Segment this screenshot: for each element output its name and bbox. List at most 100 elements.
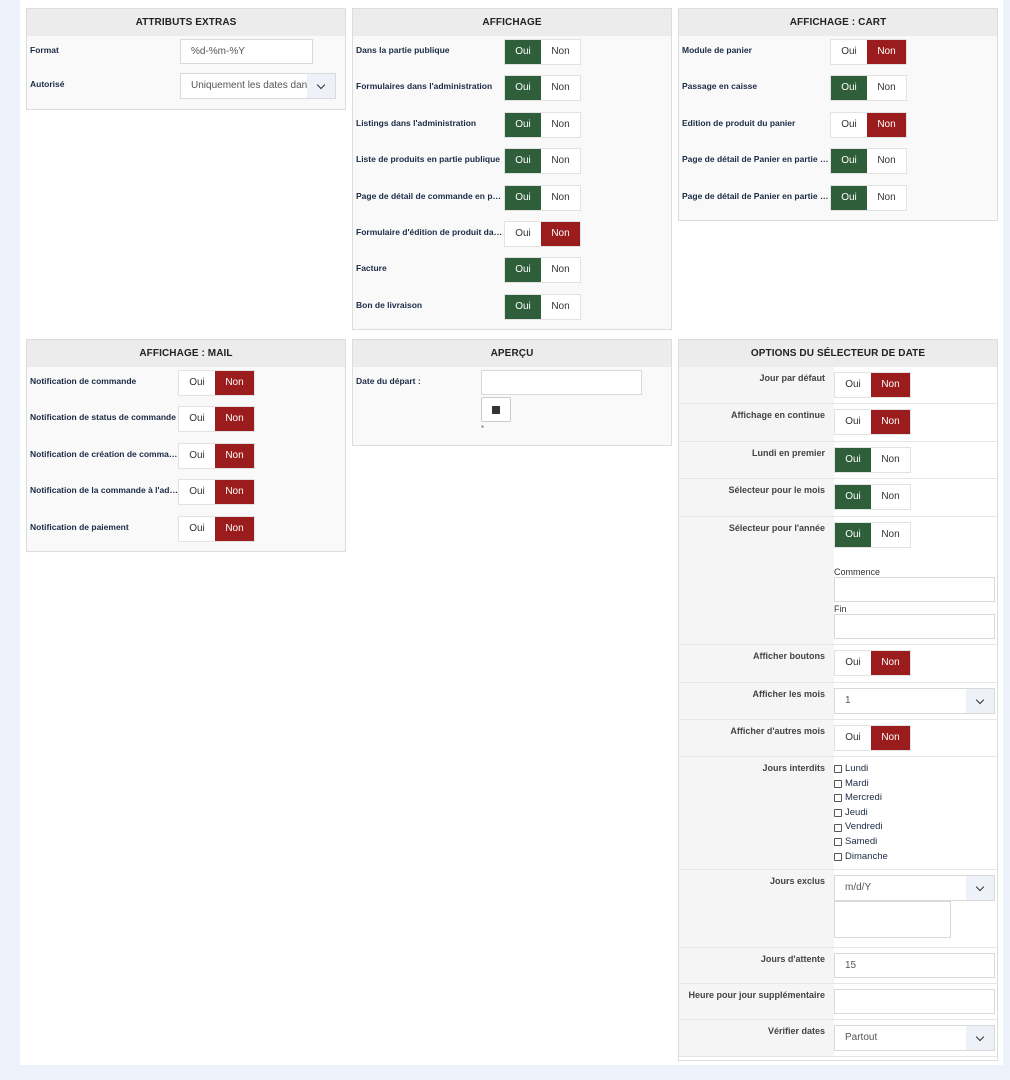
checkbox-icon[interactable]	[834, 794, 842, 803]
toggle-oui[interactable]: Oui	[831, 185, 867, 210]
checkbox-icon[interactable]	[834, 809, 842, 818]
jours-attente-input[interactable]: 15	[834, 953, 995, 979]
toggle-oui[interactable]: Oui	[845, 416, 861, 427]
toggle-oui[interactable]: Oui	[505, 149, 541, 174]
toggle-oui[interactable]: Oui	[845, 732, 861, 743]
toggle-oui[interactable]: Oui	[189, 377, 205, 388]
oui-non-toggle[interactable]: Oui Non	[834, 409, 911, 435]
toggle-non[interactable]: Non	[551, 300, 570, 312]
toggle-oui[interactable]: Oui	[505, 185, 541, 210]
checkbox-mardi[interactable]: Mardi	[834, 777, 997, 792]
oui-non-toggle[interactable]: Oui Non	[834, 447, 911, 473]
toggle-non[interactable]: Non	[215, 443, 254, 468]
oui-non-toggle[interactable]: Oui Non	[178, 370, 255, 396]
toggle-non[interactable]: Non	[881, 529, 900, 540]
oui-non-toggle[interactable]: Oui Non	[834, 484, 911, 510]
toggle-oui[interactable]: Oui	[835, 448, 871, 472]
oui-non-toggle[interactable]: Oui Non	[834, 650, 911, 676]
calendar-button[interactable]	[481, 397, 511, 422]
toggle-non[interactable]: Non	[871, 726, 910, 750]
toggle-oui[interactable]: Oui	[505, 294, 541, 319]
toggle-non[interactable]: Non	[871, 651, 910, 675]
oui-non-toggle[interactable]: Oui Non	[504, 111, 581, 138]
select[interactable]: m/d/Y	[834, 875, 995, 902]
oui-non-toggle[interactable]: Oui Non	[504, 184, 581, 211]
checkbox-icon[interactable]	[834, 823, 842, 832]
toggle-oui[interactable]: Oui	[505, 76, 541, 101]
toggle-oui[interactable]: Oui	[189, 449, 205, 461]
heure-input[interactable]	[834, 989, 995, 1015]
toggle-non[interactable]: Non	[877, 191, 896, 203]
toggle-non[interactable]: Non	[871, 410, 910, 434]
oui-non-toggle[interactable]: Oui Non	[830, 39, 907, 65]
oui-non-toggle[interactable]: Oui Non	[504, 257, 581, 284]
oui-non-toggle[interactable]: Oui Non	[504, 39, 581, 65]
toggle-oui[interactable]: Oui	[841, 118, 857, 130]
toggle-non[interactable]: Non	[551, 264, 570, 276]
toggle-oui[interactable]: Oui	[835, 523, 871, 547]
oui-non-toggle[interactable]: Oui Non	[178, 406, 255, 433]
toggle-non[interactable]: Non	[215, 371, 254, 395]
oui-non-toggle[interactable]: Oui Non	[834, 372, 911, 398]
toggle-oui[interactable]: Oui	[515, 227, 531, 239]
oui-non-toggle[interactable]: Oui Non	[830, 148, 907, 175]
toggle-non[interactable]: Non	[551, 155, 570, 167]
checkbox-samedi[interactable]: Samedi	[834, 835, 997, 850]
oui-non-toggle[interactable]: Oui Non	[178, 442, 255, 469]
oui-non-toggle[interactable]: Oui Non	[830, 75, 907, 102]
toggle-non[interactable]: Non	[871, 373, 910, 397]
toggle-oui[interactable]: Oui	[189, 486, 205, 498]
oui-non-toggle[interactable]: Oui Non	[504, 75, 581, 102]
toggle-oui[interactable]: Oui	[505, 258, 541, 283]
date-depart-input[interactable]	[481, 370, 642, 395]
checkbox-jeudi[interactable]: Jeudi	[834, 806, 997, 821]
toggle-non[interactable]: Non	[551, 191, 570, 203]
jours-exclus-textarea[interactable]	[834, 901, 951, 939]
checkbox-icon[interactable]	[834, 852, 842, 861]
toggle-non[interactable]: Non	[881, 454, 900, 465]
oui-non-toggle[interactable]: Oui Non	[830, 184, 907, 211]
toggle-non[interactable]: Non	[867, 112, 906, 137]
checkbox-mercredi[interactable]: Mercredi	[834, 791, 997, 806]
toggle-non[interactable]: Non	[215, 480, 254, 505]
toggle-oui[interactable]: Oui	[841, 46, 857, 57]
toggle-oui[interactable]: Oui	[845, 657, 861, 668]
oui-non-toggle[interactable]: Oui Non	[504, 293, 581, 320]
toggle-non[interactable]: Non	[551, 46, 570, 57]
toggle-oui[interactable]: Oui	[845, 379, 861, 390]
oui-non-toggle[interactable]: Oui Non	[834, 725, 911, 751]
toggle-non[interactable]: Non	[215, 516, 254, 541]
toggle-non[interactable]: Non	[215, 407, 254, 432]
checkbox-icon[interactable]	[834, 765, 842, 774]
commence-input[interactable]	[834, 577, 995, 602]
oui-non-toggle[interactable]: Oui Non	[504, 148, 581, 175]
toggle-non[interactable]: Non	[551, 82, 570, 94]
toggle-oui[interactable]: Oui	[505, 112, 541, 137]
toggle-non[interactable]: Non	[541, 221, 580, 246]
select[interactable]: Partout	[834, 1025, 995, 1052]
toggle-oui[interactable]: Oui	[189, 522, 205, 534]
checkbox-vendredi[interactable]: Vendredi	[834, 820, 997, 835]
select[interactable]: 1	[834, 688, 995, 714]
oui-non-toggle[interactable]: Oui Non	[178, 515, 255, 542]
autorise-select[interactable]: Uniquement les dates dans	[180, 73, 336, 100]
toggle-oui[interactable]: Oui	[831, 76, 867, 101]
checkbox-dimanche[interactable]: Dimanche	[834, 850, 997, 865]
toggle-non[interactable]: Non	[551, 118, 570, 130]
checkbox-icon[interactable]	[834, 838, 842, 847]
format-input[interactable]: %d-%m-%Y	[180, 39, 313, 64]
checkbox-lundi[interactable]: Lundi	[834, 762, 997, 777]
toggle-non[interactable]: Non	[867, 40, 906, 64]
fin-input[interactable]	[834, 614, 995, 639]
oui-non-toggle[interactable]: Oui Non	[178, 479, 255, 506]
toggle-oui[interactable]: Oui	[505, 40, 541, 64]
oui-non-toggle[interactable]: Oui Non	[830, 111, 907, 138]
oui-non-toggle[interactable]: Oui Non	[504, 220, 581, 247]
toggle-non[interactable]: Non	[877, 155, 896, 167]
oui-non-toggle[interactable]: Oui Non	[834, 522, 911, 548]
checkbox-icon[interactable]	[834, 779, 842, 788]
toggle-non[interactable]: Non	[881, 491, 900, 502]
toggle-non[interactable]: Non	[877, 82, 896, 94]
toggle-oui[interactable]: Oui	[835, 485, 871, 509]
toggle-oui[interactable]: Oui	[189, 413, 205, 425]
